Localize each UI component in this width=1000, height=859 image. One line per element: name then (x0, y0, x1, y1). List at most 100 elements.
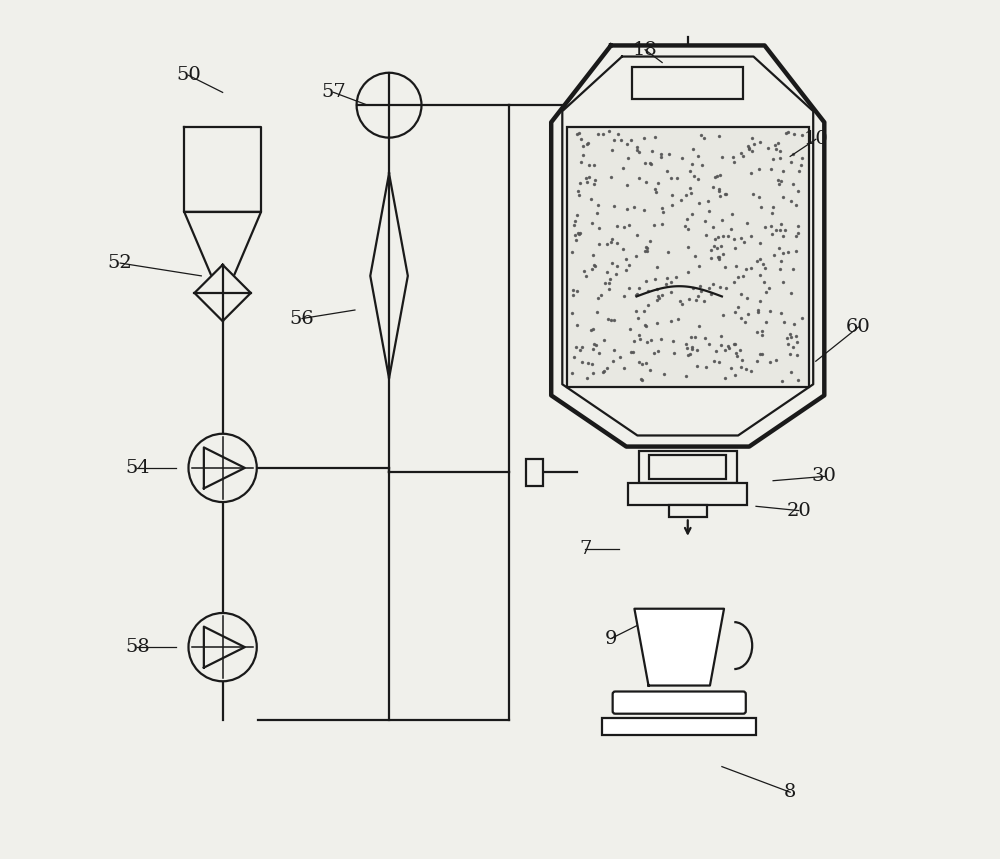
Point (755, 257, 771, 271)
Point (760, 141, 776, 155)
Point (638, 241, 654, 254)
Point (564, 245, 580, 259)
Point (565, 283, 581, 296)
Point (717, 259, 733, 273)
Point (631, 145, 647, 159)
Point (606, 199, 622, 213)
Point (705, 277, 721, 290)
Point (579, 371, 595, 385)
Point (606, 133, 622, 147)
Point (616, 289, 632, 302)
Point (654, 289, 670, 302)
Point (782, 327, 798, 341)
Polygon shape (551, 46, 824, 447)
Point (566, 350, 582, 364)
Point (649, 316, 665, 330)
Point (621, 281, 637, 295)
Point (738, 362, 754, 375)
Point (664, 198, 680, 211)
Point (629, 143, 645, 157)
Point (580, 137, 596, 150)
Point (696, 131, 712, 145)
Point (746, 137, 762, 151)
Point (771, 241, 787, 255)
Point (741, 143, 757, 156)
Point (581, 171, 597, 185)
Point (659, 164, 675, 178)
Text: 18: 18 (633, 40, 657, 58)
Point (574, 355, 590, 369)
Point (761, 281, 777, 295)
Point (774, 375, 790, 388)
Point (579, 137, 595, 151)
Point (690, 149, 706, 162)
Point (712, 280, 728, 294)
Text: 8: 8 (784, 783, 796, 801)
Point (696, 295, 712, 308)
Point (644, 143, 660, 157)
Point (683, 330, 699, 344)
Point (613, 133, 629, 147)
Point (579, 175, 595, 189)
Point (631, 282, 647, 295)
Point (626, 334, 642, 348)
Point (663, 314, 679, 327)
Point (764, 207, 780, 221)
Point (636, 304, 652, 318)
Point (735, 149, 751, 163)
Point (619, 202, 635, 216)
Point (733, 311, 749, 325)
Point (714, 213, 730, 227)
Point (609, 220, 625, 234)
Point (687, 330, 703, 344)
Point (775, 190, 791, 204)
Point (701, 204, 717, 218)
Point (763, 162, 779, 176)
Point (638, 274, 654, 288)
Point (588, 338, 604, 351)
Point (595, 127, 611, 141)
Point (564, 367, 580, 381)
Point (615, 161, 631, 175)
Point (684, 340, 700, 354)
Point (738, 262, 754, 276)
Point (752, 252, 768, 265)
Point (778, 125, 794, 139)
Point (596, 332, 612, 346)
Point (637, 318, 653, 332)
Point (718, 281, 734, 295)
Point (680, 265, 696, 279)
Point (610, 127, 626, 141)
Point (639, 244, 655, 258)
Point (634, 357, 650, 371)
Text: 54: 54 (125, 459, 150, 477)
Point (583, 192, 599, 205)
Point (754, 328, 770, 342)
Point (773, 217, 789, 231)
Point (570, 226, 586, 240)
Point (638, 320, 654, 333)
Point (743, 228, 759, 242)
Point (580, 356, 596, 370)
Point (718, 187, 734, 201)
Point (697, 214, 713, 228)
Point (608, 267, 624, 281)
Point (649, 283, 665, 296)
Point (726, 338, 742, 351)
Point (711, 252, 727, 265)
Point (666, 346, 682, 360)
Point (586, 258, 602, 271)
Point (591, 222, 607, 235)
Point (590, 127, 606, 141)
Text: 7: 7 (579, 540, 592, 558)
Point (788, 244, 804, 258)
Point (788, 329, 804, 343)
Point (762, 304, 778, 318)
Point (790, 373, 806, 387)
Point (751, 191, 767, 204)
Point (712, 189, 728, 203)
Point (783, 194, 799, 208)
Point (620, 151, 636, 165)
Point (726, 276, 742, 289)
Point (780, 125, 796, 138)
